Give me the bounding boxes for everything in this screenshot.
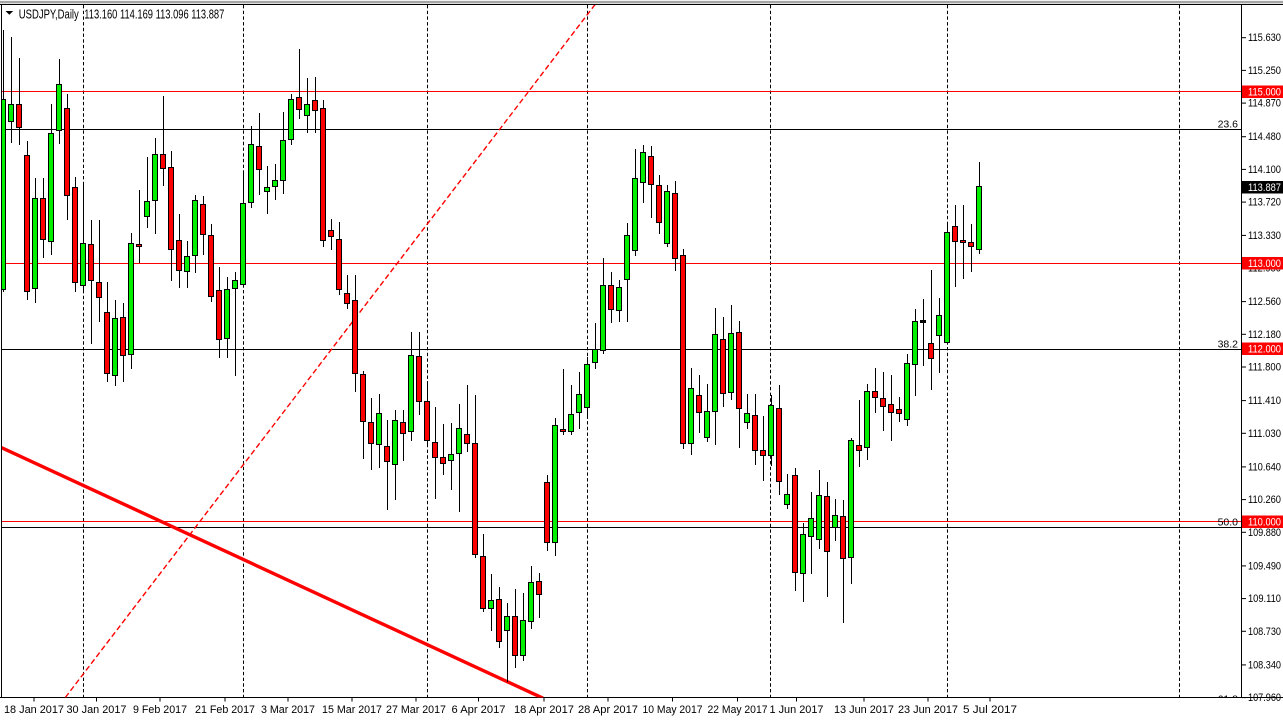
svg-text:108.730: 108.730 [1248, 626, 1281, 638]
svg-text:23.6: 23.6 [1218, 119, 1239, 131]
svg-text:113.330: 113.330 [1248, 230, 1281, 242]
svg-text:28 Apr 2017: 28 Apr 2017 [578, 704, 638, 716]
svg-text:113.887: 113.887 [1248, 182, 1281, 194]
svg-text:111.800: 111.800 [1248, 362, 1281, 374]
svg-text:5 Jul 2017: 5 Jul 2017 [963, 704, 1017, 716]
svg-text:1 Jun 2017: 1 Jun 2017 [770, 704, 824, 716]
svg-text:15 Mar 2017: 15 Mar 2017 [322, 704, 382, 716]
svg-text:112.560: 112.560 [1248, 296, 1281, 308]
svg-text:21 Feb 2017: 21 Feb 2017 [195, 704, 255, 716]
svg-text:18 Jan 2017: 18 Jan 2017 [4, 704, 64, 716]
svg-text:115.000: 115.000 [1248, 87, 1281, 99]
svg-text:108.340: 108.340 [1248, 659, 1281, 671]
svg-text:109.490: 109.490 [1248, 560, 1281, 572]
svg-text:109.110: 109.110 [1248, 593, 1281, 605]
svg-text:9 Feb 2017: 9 Feb 2017 [133, 704, 187, 716]
svg-text:113.000: 113.000 [1248, 258, 1281, 270]
svg-text:18 Apr 2017: 18 Apr 2017 [514, 704, 574, 716]
svg-text:50.0: 50.0 [1218, 517, 1239, 529]
svg-text:114.870: 114.870 [1248, 98, 1281, 110]
svg-text:22 May 2017: 22 May 2017 [708, 704, 768, 716]
svg-text:113.720: 113.720 [1248, 197, 1281, 209]
svg-text:111.030: 111.030 [1248, 428, 1281, 440]
svg-text:109.880: 109.880 [1248, 527, 1281, 539]
svg-text:61.8: 61.8 [1218, 693, 1239, 705]
svg-text:107.960: 107.960 [1248, 692, 1281, 704]
svg-text:110.260: 110.260 [1248, 494, 1281, 506]
svg-text:13 Jun 2017: 13 Jun 2017 [834, 704, 894, 716]
svg-text:3 Mar 2017: 3 Mar 2017 [261, 704, 315, 716]
svg-text:38.2: 38.2 [1218, 339, 1239, 351]
svg-text:10 May 2017: 10 May 2017 [643, 704, 703, 716]
svg-text:115.630: 115.630 [1248, 32, 1281, 44]
svg-text:112.180: 112.180 [1248, 329, 1281, 341]
svg-text:114.480: 114.480 [1248, 131, 1281, 143]
svg-text:23 Jun 2017: 23 Jun 2017 [898, 704, 958, 716]
svg-text:USDJPY,Daily: USDJPY,Daily [19, 8, 80, 22]
svg-text:112.000: 112.000 [1248, 344, 1281, 356]
svg-text:111.410: 111.410 [1248, 395, 1281, 407]
svg-text:115.250: 115.250 [1248, 65, 1281, 77]
svg-text:114.100: 114.100 [1248, 164, 1281, 176]
svg-text:30 Jan 2017: 30 Jan 2017 [67, 704, 127, 716]
svg-text:110.000: 110.000 [1248, 517, 1281, 529]
svg-text:27 Mar 2017: 27 Mar 2017 [386, 704, 446, 716]
svg-text:6 Apr 2017: 6 Apr 2017 [452, 704, 506, 716]
svg-text:113.160 114.169 113.096 113.88: 113.160 114.169 113.096 113.887 [84, 8, 224, 22]
svg-text:110.640: 110.640 [1248, 461, 1281, 473]
